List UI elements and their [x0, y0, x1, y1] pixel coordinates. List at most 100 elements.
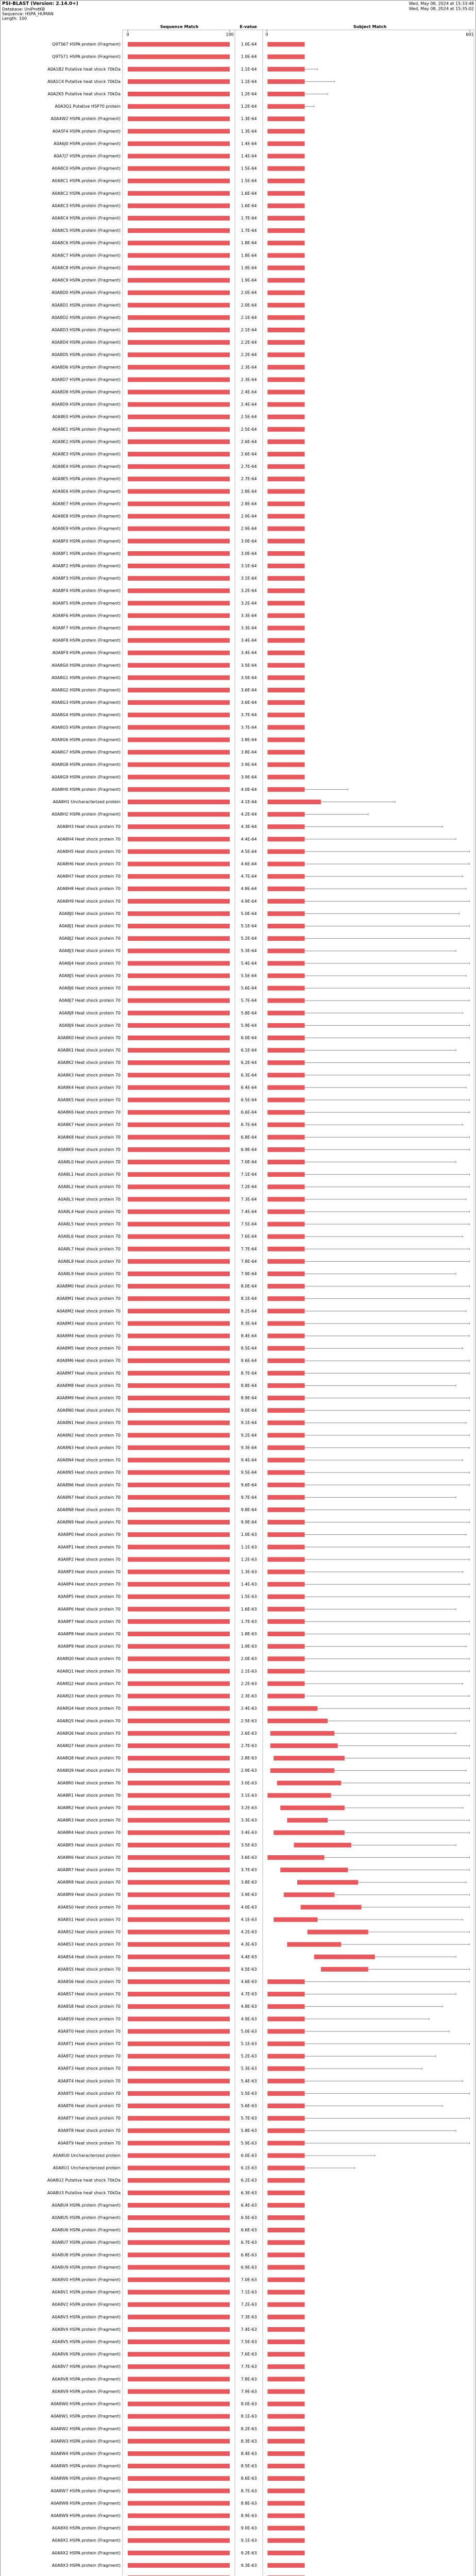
evalue: 1.8E-64 — [241, 241, 257, 245]
hit-label: A0A8U8 HSPA protein (Fragment) — [52, 2252, 121, 2257]
sequence-bar — [128, 439, 230, 444]
subject-bar — [267, 2252, 305, 2258]
subject-bar — [267, 2426, 305, 2431]
evalue: 5.4E-63 — [241, 2079, 257, 2083]
evalue: 5.6E-63 — [241, 2104, 257, 2108]
subject-bar — [267, 1048, 305, 1053]
hit-label: A0A1B2 Putative heat shock 70kDa — [47, 67, 121, 72]
subject-bar — [267, 849, 305, 854]
subject-bar — [267, 265, 305, 270]
subject-bar — [267, 1458, 305, 1463]
sequence-bar — [128, 1396, 230, 1401]
hit-label: A0A8F3 HSPA protein (Fragment) — [53, 576, 121, 581]
hit-label: A0A8S7 Heat shock protein 70 — [58, 1992, 121, 1996]
evalue: 7.2E-64 — [241, 1184, 257, 1189]
subject-bar — [267, 948, 305, 954]
evalue: 3.6E-64 — [241, 688, 257, 692]
sequence-bar — [128, 713, 230, 718]
sequence-bar — [128, 861, 230, 867]
hit-label: A0A8S0 Heat shock protein 70 — [58, 1905, 121, 1909]
evalue: 2.8E-63 — [241, 1756, 257, 1760]
subject-bar — [267, 563, 305, 568]
hit-label: A0A8S5 Heat shock protein 70 — [58, 1967, 121, 1972]
evalue: 2.1E-64 — [241, 315, 257, 320]
hit-label: A0A8T8 Heat shock protein 70 — [58, 2128, 121, 2133]
sequence-bar — [128, 414, 230, 419]
subject-bar — [267, 327, 305, 332]
subject-bar — [267, 389, 305, 395]
hit-label: A0A8M2 Heat shock protein 70 — [57, 1309, 121, 1313]
hit-label: A0A8C4 HSPA protein (Fragment) — [52, 216, 121, 221]
sequence-bar — [128, 216, 230, 221]
hit-label: A0A8W2 HSPA protein (Fragment) — [50, 2427, 121, 2431]
hit-label: A0A8M7 Heat shock protein 70 — [57, 1371, 121, 1376]
subject-bar — [267, 1420, 305, 1426]
evalue: 5.7E-63 — [241, 2116, 257, 2121]
sequence-bar — [128, 1557, 230, 1562]
hit-label: A0A8K5 Heat shock protein 70 — [58, 1098, 121, 1103]
title: PSI-BLAST (Version: 2.14.0+) — [2, 2, 78, 7]
hit-label: A0A8U6 HSPA protein (Fragment) — [52, 2228, 121, 2232]
evalue: 7.8E-64 — [241, 1259, 257, 1264]
evalue: 6.3E-63 — [241, 2191, 257, 2195]
sequence-bar — [128, 452, 230, 457]
evalue: 3.8E-64 — [241, 737, 257, 742]
sequence-bar — [128, 1979, 230, 1984]
evalue: 4.9E-63 — [241, 2016, 257, 2021]
hit-label: A0A8F4 HSPA protein (Fragment) — [53, 588, 121, 593]
subject-bar — [267, 899, 305, 904]
subject-bar — [274, 1917, 318, 1922]
hit-label: A0A8L3 Heat shock protein 70 — [58, 1197, 121, 1201]
evalue: 7.3E-64 — [241, 1197, 257, 1201]
evalue: 3.9E-64 — [241, 775, 257, 779]
subject-bar — [267, 1085, 305, 1090]
sequence-bar — [128, 42, 230, 47]
evalue: 6.7E-63 — [241, 2240, 257, 2245]
subject-bar — [267, 1333, 305, 1338]
sequence-bar — [128, 576, 230, 581]
subject-bar — [267, 1855, 325, 1860]
sequence-bar — [128, 725, 230, 730]
subject-bar — [267, 737, 305, 742]
evalue: 8.7E-64 — [241, 1371, 257, 1376]
hit-label: A0A8V5 HSPA protein (Fragment) — [52, 2340, 121, 2344]
evalue: 1.9E-64 — [241, 265, 257, 270]
hit-label: A0A8C8 HSPA protein (Fragment) — [52, 265, 121, 270]
sequence-bar — [128, 1085, 230, 1090]
evalue: 6.5E-64 — [241, 1098, 257, 1103]
sequence-bar — [128, 2202, 230, 2208]
subject-bar — [267, 116, 305, 122]
sequence-bar — [128, 1246, 230, 1251]
hit-label: A0A8P1 Heat shock protein 70 — [58, 1545, 121, 1549]
subject-bar — [267, 1296, 305, 1301]
sequence-bar — [128, 986, 230, 991]
hit-label: A0A8D6 HSPA protein (Fragment) — [52, 365, 121, 369]
hit-label: A0A8E2 HSPA protein (Fragment) — [52, 439, 121, 444]
sequence-bar — [128, 1073, 230, 1078]
hit-label: A0A2K5 Putative heat shock 70kDa — [47, 92, 121, 96]
hit-label: A0A8P4 Heat shock protein 70 — [58, 1582, 121, 1587]
evalue: 9.3E-64 — [241, 1445, 257, 1450]
column-box — [262, 29, 474, 2576]
evalue: 2.2E-64 — [241, 340, 257, 345]
evalue: 2.0E-63 — [241, 1656, 257, 1661]
evalue: 9.1E-64 — [241, 1420, 257, 1425]
hit-label: A0A8J0 Heat shock protein 70 — [59, 911, 121, 916]
evalue: 2.4E-64 — [241, 402, 257, 407]
sequence-bar — [128, 2401, 230, 2406]
hit-label: A0A5F4 HSPA protein (Fragment) — [53, 129, 121, 133]
sequence-bar — [128, 1271, 230, 1276]
subject-bar — [267, 315, 305, 320]
hit-label: A0A8M0 Heat shock protein 70 — [57, 1284, 121, 1289]
sequence-bar — [128, 1023, 230, 1028]
subject-bar — [267, 2464, 305, 2469]
evalue: 1.6E-64 — [241, 191, 257, 196]
sequence-bar — [128, 774, 230, 779]
evalue: 6.1E-63 — [241, 2166, 257, 2171]
sequence-bar — [128, 1954, 230, 1959]
evalue: 4.4E-63 — [241, 1955, 257, 1959]
sequence-bar — [128, 2228, 230, 2233]
sequence-bar — [128, 2414, 230, 2419]
hit-label: A0A8S4 Heat shock protein 70 — [58, 1955, 121, 1959]
